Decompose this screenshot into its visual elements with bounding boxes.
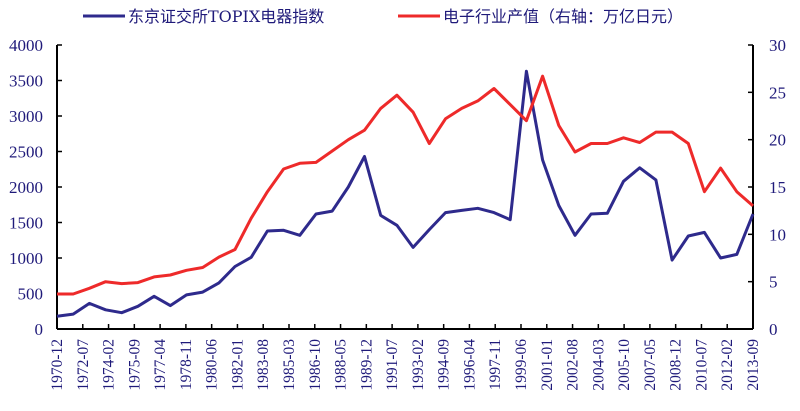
y-right-tick-label: 15 [769,178,786,197]
x-tick-label: 2007-05 [642,339,659,391]
y-right-tick-label: 10 [769,225,786,244]
y-right-tick-label: 0 [769,320,778,339]
y-left-tick-label: 3500 [9,72,43,91]
x-tick-label: 2001-01 [539,339,556,391]
y-left-tick-label: 0 [35,320,44,339]
x-tick-label: 2008-12 [668,339,685,391]
y-axis-right: 0 5 10 15 20 25 30 [748,36,786,339]
y-left-tick-label: 1000 [9,249,43,268]
x-tick-label: 1982-01 [229,339,246,391]
series-group [56,69,755,318]
y-right-tick-label: 25 [769,83,786,102]
x-tick-label: 1989-12 [358,339,375,391]
x-tick-label: 1980-06 [204,339,221,391]
x-tick-label: 1972-07 [75,339,92,391]
y-right-tick-label: 20 [769,131,786,150]
x-tick-label: 1988-05 [333,339,350,391]
x-tick-label: 1997-11 [487,339,504,390]
x-tick-label: 1999-06 [513,339,530,391]
x-tick-label: 2002-08 [565,339,582,391]
y-left-tick-label: 1500 [9,214,43,233]
y-axis-left: 0 500 1000 1500 2000 2500 3000 3500 4000 [9,36,62,339]
legend-label-topix: 东京证交所TOPIX电器指数 [128,7,324,26]
x-tick-label: 1985-03 [281,339,298,391]
x-tick-label: 2012-02 [719,339,736,391]
x-tick-label: 1993-02 [410,339,427,391]
y-right-tick-label: 30 [769,36,786,55]
legend: 东京证交所TOPIX电器指数 电子行业产值（右轴：万亿日元） [83,7,683,26]
series-line-topix [56,69,755,318]
y-left-tick-label: 500 [18,285,44,304]
x-tick-label: 2013-09 [745,339,762,391]
y-left-tick-label: 2000 [9,178,43,197]
x-tick-label: 1994-09 [436,339,453,391]
y-left-tick-label: 2500 [9,143,43,162]
x-tick-label: 1978-11 [178,339,195,390]
y-left-tick-label: 4000 [9,36,43,55]
x-tick-label: 1991-07 [384,339,401,391]
x-axis: 1970-12 1972-07 1974-02 1975-09 1977-04 1978-… [49,324,762,391]
x-tick-label: 1986-10 [307,339,324,391]
x-tick-label: 1977-04 [152,339,169,391]
legend-label-electronics-output: 电子行业产值（右轴：万亿日元） [443,7,683,26]
x-tick-label: 2004-03 [590,339,607,391]
x-tick-label: 2010-07 [693,339,710,391]
y-right-tick-label: 5 [769,273,778,292]
x-tick-label: 1996-04 [461,339,478,391]
x-tick-label: 1974-02 [101,339,118,391]
x-tick-label: 1975-09 [126,339,143,391]
x-tick-label: 1970-12 [49,339,66,391]
x-tick-label: 1983-08 [255,339,272,391]
y-left-tick-label: 3000 [9,107,43,126]
x-tick-label: 2005-10 [616,339,633,391]
series-line-electronics-output [57,74,754,296]
